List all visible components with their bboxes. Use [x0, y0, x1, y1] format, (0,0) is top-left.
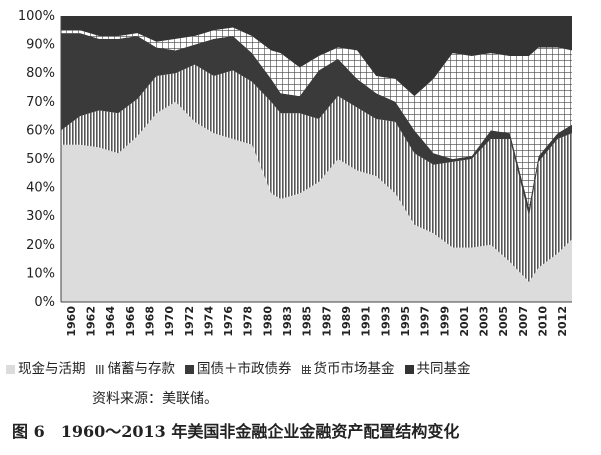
legend-label: 国债＋市政债券 — [197, 361, 292, 377]
x-tick-label: 2012 — [556, 306, 569, 337]
x-tick-label: 2001 — [458, 306, 471, 337]
x-tick-label: 1983 — [281, 306, 294, 337]
x-tick-label: 1995 — [399, 306, 412, 337]
area-series-1 — [61, 101, 572, 302]
y-tick-label: 100% — [18, 9, 55, 24]
x-tick-label: 1999 — [438, 306, 451, 337]
y-tick-label: 90% — [26, 38, 55, 53]
axes — [60, 16, 572, 303]
x-tick-label: 1985 — [301, 306, 314, 337]
x-tick-label: 2003 — [478, 306, 491, 337]
x-tick-label: 1960 — [65, 306, 78, 337]
legend-label: 货币市场基金 — [313, 361, 395, 377]
y-tick-labels: 0% 10% 20% 30% 40% 50% 60% 70% 80% 90% 100% — [18, 9, 55, 310]
x-tick-label: 2010 — [537, 306, 550, 337]
area-series-5 — [61, 16, 572, 97]
stacked-area-chart: 0%10%20%30%40%50%60%70%80%90%100% 1960 19… — [18, 9, 572, 337]
y-tick-label: 60% — [26, 123, 55, 138]
legend-swatch — [95, 364, 105, 374]
source-note: 资料来源：美联储。 — [92, 391, 218, 407]
x-tick-label: 1980 — [261, 306, 274, 337]
area-series-4 — [61, 27, 572, 208]
legend-label: 共同基金 — [416, 361, 471, 377]
legend-label: 储蓄与存款 — [107, 361, 176, 377]
y-tick-label: 50% — [26, 152, 55, 167]
x-tick-label: 1976 — [222, 306, 235, 337]
legend-swatch — [6, 364, 15, 374]
legend-item-1: 现金与活期 — [6, 357, 86, 377]
x-tick-label: 1966 — [124, 306, 137, 337]
x-tick-label: 1987 — [320, 306, 333, 337]
y-tick-label: 30% — [26, 209, 55, 224]
y-tick-label: 80% — [26, 66, 55, 81]
legend-swatch — [404, 364, 414, 374]
y-tick-label: 10% — [26, 266, 55, 281]
area-series-3 — [61, 33, 572, 217]
x-tick-label: 1991 — [360, 306, 373, 337]
x-tick-label: 1989 — [340, 306, 353, 337]
x-tick-label: 2005 — [497, 306, 510, 337]
y-tick-label: 0% — [34, 295, 55, 310]
area-series-2 — [61, 64, 572, 282]
legend-swatch — [185, 364, 194, 374]
legend: 现金与活期 储蓄与存款 国债＋市政债券 货币市场基金 共同基金 — [6, 357, 598, 377]
x-tick-label: 1964 — [104, 306, 117, 337]
y-tick-label: 70% — [26, 95, 55, 110]
y-tick-label: 40% — [26, 181, 55, 196]
x-tick-label: 1993 — [379, 306, 392, 337]
x-tick-label: 1974 — [202, 306, 215, 337]
x-tick-label: 1972 — [183, 306, 196, 337]
x-tick-labels: 1960 1962 1964 1966 1968 1970 1972 1974 1976 1978… — [65, 306, 569, 337]
legend-item-4: 货币市场基金 — [301, 357, 395, 377]
legend-label: 现金与活期 — [18, 361, 86, 377]
x-tick-label: 1997 — [419, 306, 432, 337]
legend-item-2: 储蓄与存款 — [95, 357, 176, 377]
x-tick-label: 2007 — [517, 306, 530, 337]
x-tick-label: 1978 — [242, 306, 255, 337]
plot-areas — [61, 16, 572, 302]
y-tick-label: 20% — [26, 238, 55, 253]
x-tick-label: 1968 — [143, 306, 156, 337]
x-tick-label: 1970 — [163, 306, 176, 337]
legend-item-5: 共同基金 — [404, 357, 471, 377]
legend-item-3: 国债＋市政债券 — [185, 357, 292, 377]
x-tick-label: 1962 — [84, 306, 97, 337]
legend-swatch — [301, 364, 311, 374]
figure-caption: 图 6 1960～2013 年美国非金融企业金融资产配置结构变化 — [12, 422, 460, 441]
